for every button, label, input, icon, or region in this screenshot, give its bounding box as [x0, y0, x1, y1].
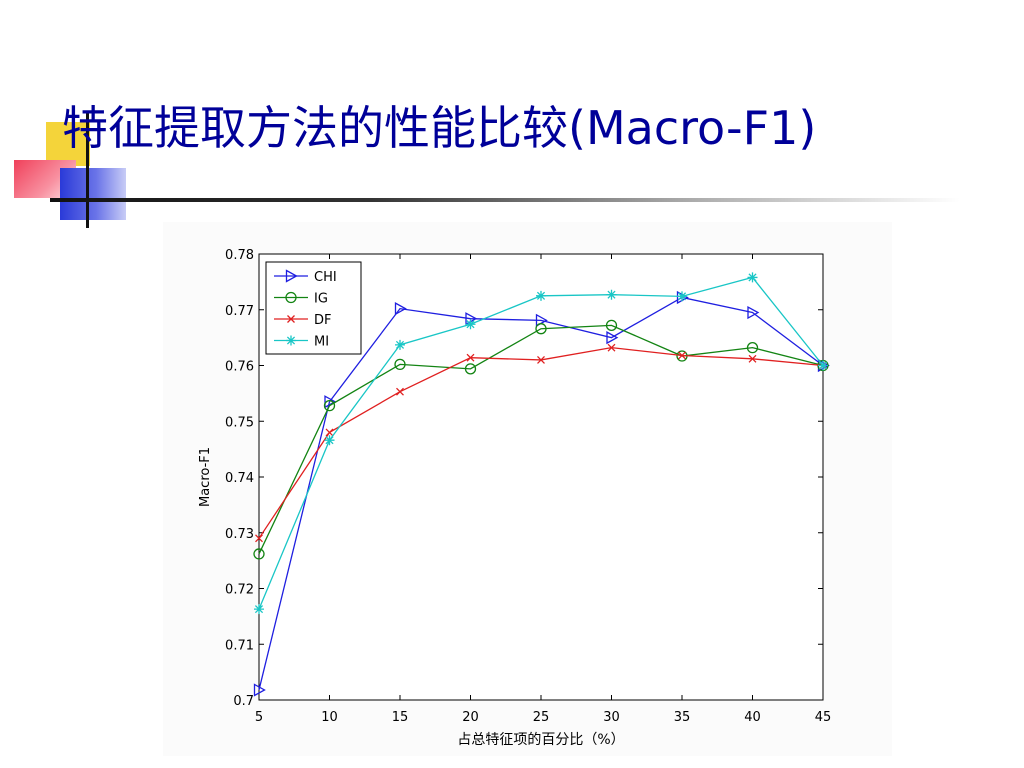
data-point-df	[396, 387, 404, 396]
y-tick-label: 0.75	[225, 415, 254, 430]
y-tick-label: 0.7	[233, 694, 254, 709]
y-tick-label: 0.72	[225, 583, 254, 598]
title-underline	[50, 198, 960, 202]
series-line-chi	[258, 296, 824, 691]
x-tick-label: 10	[321, 710, 338, 725]
x-tick-label: 15	[392, 710, 409, 725]
data-point-df	[325, 428, 334, 437]
data-point-df	[678, 351, 686, 360]
data-point-chi	[394, 302, 407, 316]
legend-label-ig: IG	[314, 292, 328, 307]
y-tick-label: 0.77	[225, 304, 254, 319]
data-point-ig	[605, 319, 618, 332]
data-point-df	[466, 353, 475, 362]
data-point-df	[748, 354, 757, 363]
data-point-mi	[677, 291, 687, 302]
y-tick-label: 0.74	[225, 471, 254, 486]
axis-ticks: 5 10 15 20 25 30 35 40 45 0.7 0.71 0.72 0.73 0.74 0.75…	[225, 248, 831, 725]
data-point-chi	[253, 683, 266, 697]
data-point-ig	[535, 323, 547, 335]
macro-f1-line-chart: 5 10 15 20 25 30 35 40 45 0.7 0.71 0.72 0.73 0.74 0.75…	[198, 248, 831, 748]
data-point-ig	[323, 399, 336, 412]
data-point-mi	[747, 272, 758, 283]
x-tick-label: 25	[533, 710, 550, 725]
data-point-df	[537, 355, 545, 364]
decorative-vertical-line	[86, 112, 89, 228]
data-point-mi	[395, 339, 405, 350]
x-tick-label: 30	[603, 710, 620, 725]
legend: CHI IG DF MI	[265, 261, 362, 355]
data-point-mi	[254, 604, 264, 615]
series-line-ig	[258, 324, 824, 555]
legend-label-chi: CHI	[314, 270, 337, 285]
legend-label-df: DF	[314, 313, 332, 328]
data-point-mi	[606, 289, 617, 300]
legend-marker-mi	[286, 335, 296, 346]
data-point-chi	[606, 331, 619, 345]
y-tick-label: 0.78	[225, 248, 254, 263]
x-tick-label: 35	[674, 710, 691, 725]
data-point-df	[607, 343, 616, 352]
data-point-ig	[253, 548, 265, 560]
y-axis-label: Macro-F1	[198, 447, 213, 507]
chart-panel: 5 10 15 20 25 30 35 40 45 0.7 0.71 0.72 0.73 0.74 0.75…	[163, 222, 892, 756]
data-point-ig	[746, 342, 759, 354]
data-point-chi	[747, 305, 760, 320]
legend-marker-chi	[285, 269, 298, 283]
data-point-mi	[324, 435, 335, 446]
legend-box	[265, 261, 362, 355]
x-tick-label: 5	[255, 710, 263, 725]
y-tick-label: 0.71	[225, 638, 254, 653]
y-tick-label: 0.76	[225, 360, 254, 375]
legend-marker-df	[287, 315, 295, 323]
legend-label-mi: MI	[314, 335, 329, 350]
data-point-chi	[324, 395, 337, 409]
slide-title: 特征提取方法的性能比较(Macro-F1)	[62, 101, 817, 155]
legend-marker-ig	[285, 291, 297, 304]
decorative-blue-square	[60, 168, 126, 220]
data-point-df	[255, 534, 263, 543]
x-tick-label: 40	[744, 710, 761, 725]
x-tick-label: 20	[462, 710, 479, 725]
data-point-mi	[536, 290, 546, 301]
y-tick-label: 0.73	[225, 527, 254, 542]
data-point-ig	[464, 363, 477, 375]
x-axis-label: 占总特征项的百分比（%）	[457, 732, 624, 748]
data-point-mi	[818, 360, 828, 371]
data-point-ig	[394, 358, 406, 371]
decorative-yellow-square	[46, 122, 90, 166]
data-point-mi	[465, 319, 476, 330]
x-tick-label: 45	[815, 710, 832, 725]
series-group	[253, 272, 830, 697]
